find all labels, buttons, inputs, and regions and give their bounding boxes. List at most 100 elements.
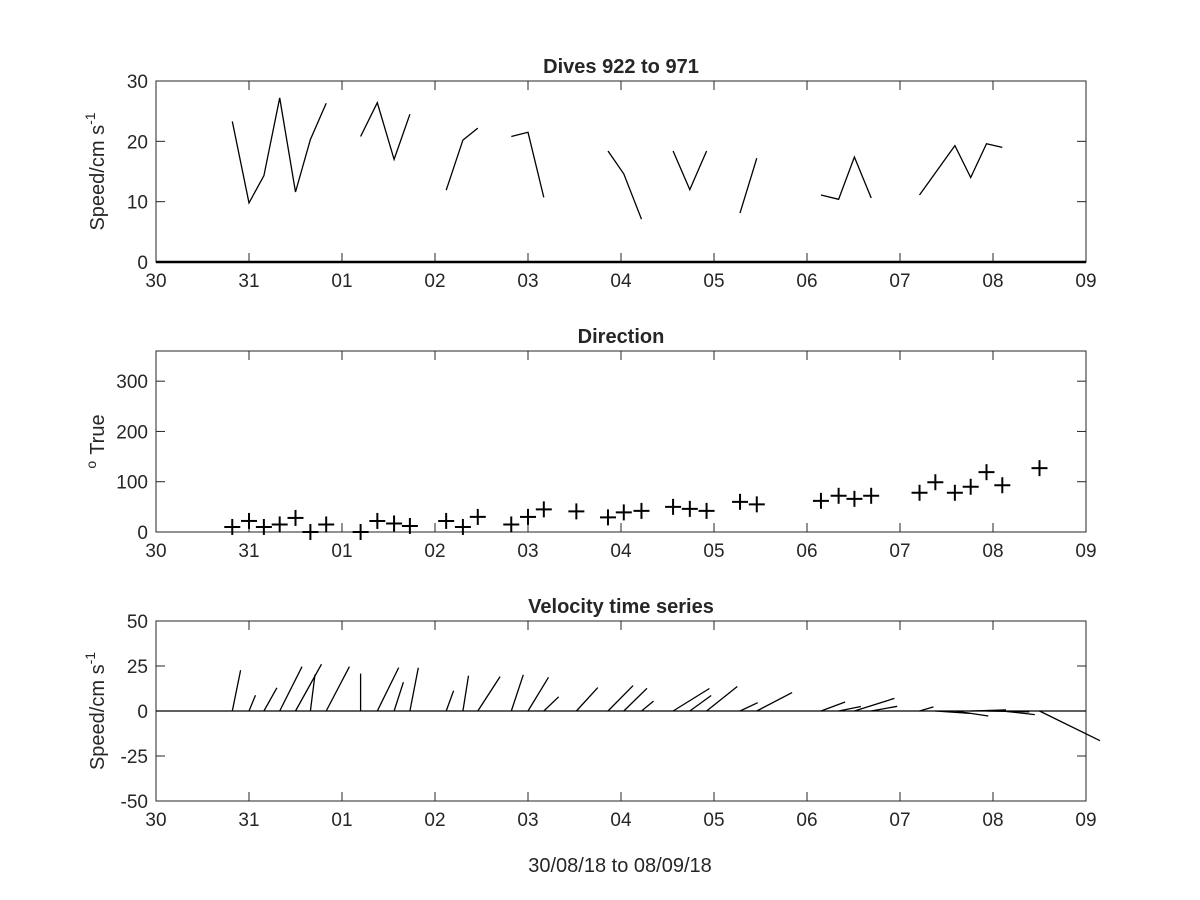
velocity-stick xyxy=(325,666,350,712)
velocity-stick xyxy=(543,696,560,712)
velocity-stick xyxy=(641,700,654,712)
direction-marker xyxy=(255,518,272,535)
velocity-stick xyxy=(477,676,501,712)
x-tick-label: 31 xyxy=(238,271,259,292)
velocity-stick xyxy=(279,666,303,712)
direction-marker xyxy=(830,487,847,504)
y-tick-label: 0 xyxy=(137,523,148,544)
y-tick-label: 25 xyxy=(127,657,148,678)
x-tick-label: 09 xyxy=(1075,541,1096,562)
x-tick-label: 07 xyxy=(889,810,910,831)
velocity-stick xyxy=(263,687,278,712)
speed-series-line xyxy=(511,131,545,198)
x-tick-label: 30 xyxy=(145,810,166,831)
x-tick-label: 03 xyxy=(517,541,538,562)
y-tick-label: 0 xyxy=(137,702,148,723)
x-tick-label: 06 xyxy=(796,271,817,292)
y-tick-label: 50 xyxy=(127,612,148,633)
direction-marker xyxy=(994,477,1011,494)
speed-series-line xyxy=(918,142,1003,196)
y-axis-label-text: Speed/cm s xyxy=(87,664,109,770)
x-tick-label: 07 xyxy=(889,541,910,562)
velocity-stick xyxy=(838,705,862,712)
x-tick-label: 08 xyxy=(982,271,1003,292)
panel-2: Direction 30 31 01 02 03 04 05 06 07 08 09 0 100 200 30… xyxy=(83,326,1097,562)
x-tick-label: 03 xyxy=(517,810,538,831)
y-tick-label: 10 xyxy=(127,193,148,214)
direction-marker xyxy=(271,516,288,533)
y-tick-label: -25 xyxy=(121,747,148,768)
velocity-stick xyxy=(445,690,455,712)
speed-series-line xyxy=(739,158,758,214)
y-axis-label-sup: -1 xyxy=(82,112,98,125)
velocity-stick xyxy=(309,674,316,712)
direction-marker xyxy=(732,493,749,510)
velocity-stick xyxy=(376,667,400,712)
velocity-stick xyxy=(954,710,989,717)
velocity-stick xyxy=(919,706,934,712)
direction-marker xyxy=(352,524,369,540)
speed-series-line xyxy=(607,150,643,220)
x-tick-label: 05 xyxy=(703,271,724,292)
direction-marker xyxy=(568,503,585,520)
speed-series-line xyxy=(672,150,708,192)
y-axis-label: Speed/cm s-1 xyxy=(82,112,109,230)
x-tick-label: 01 xyxy=(331,271,352,292)
panel-1: Dives 922 to 971 30 31 01 02 03 04 05 06 07 08 09 0 1… xyxy=(82,56,1097,292)
direction-marker xyxy=(369,512,386,529)
direction-marker xyxy=(1031,460,1048,477)
direction-marker xyxy=(962,478,979,495)
direction-marker xyxy=(454,518,471,535)
direction-marker xyxy=(535,501,552,518)
y-axis-label-text: Speed/cm s xyxy=(87,125,109,231)
y-tick-label: 30 xyxy=(127,72,148,93)
direction-marker xyxy=(812,492,829,509)
direction-marker xyxy=(863,487,880,504)
velocity-stick xyxy=(231,670,242,712)
velocity-stick xyxy=(820,701,846,712)
velocity-stick xyxy=(527,676,550,712)
direction-marker xyxy=(911,484,928,501)
direction-marker xyxy=(438,512,455,529)
chart-title: Direction xyxy=(578,326,665,348)
x-tick-label: 30 xyxy=(145,541,166,562)
velocity-stick xyxy=(871,705,898,712)
y-tick-label: -50 xyxy=(121,792,148,813)
speed-series-line xyxy=(231,97,327,205)
x-tick-label: 04 xyxy=(610,810,632,831)
x-tick-label: 02 xyxy=(424,810,445,831)
direction-marker xyxy=(698,502,715,519)
x-tick-label: 06 xyxy=(796,810,817,831)
velocity-stick xyxy=(575,687,599,712)
x-tick-label: 05 xyxy=(703,810,724,831)
y-axis-label-prefix: o xyxy=(83,461,99,469)
velocity-stick xyxy=(462,675,470,712)
x-tick-label: 02 xyxy=(424,541,445,562)
velocity-stick xyxy=(854,697,895,712)
x-tick-label: 03 xyxy=(517,271,538,292)
panel-3: Velocity time series 30 31 01 02 03 04 05 06 07 08… xyxy=(82,596,1101,831)
direction-marker xyxy=(287,509,304,526)
x-tick-label: 06 xyxy=(796,541,817,562)
velocity-stick xyxy=(607,685,634,712)
x-tick-label: 09 xyxy=(1075,271,1096,292)
x-tick-label: 30 xyxy=(145,271,166,292)
velocity-stick xyxy=(739,702,758,712)
velocity-stick xyxy=(510,674,524,712)
speed-series-line xyxy=(820,155,872,201)
y-axis-label: Speed/cm s-1 xyxy=(82,652,109,770)
direction-marker xyxy=(748,496,765,513)
direction-marker xyxy=(615,504,632,521)
y-tick-label: 0 xyxy=(137,253,148,274)
x-tick-label: 08 xyxy=(982,810,1003,831)
x-tick-label: 01 xyxy=(331,810,352,831)
velocity-stick xyxy=(409,667,419,712)
y-tick-label: 200 xyxy=(116,422,148,443)
velocity-stick xyxy=(1002,710,1035,716)
direction-marker xyxy=(927,474,944,491)
y-axis-label-text: True xyxy=(87,414,109,454)
y-tick-label: 20 xyxy=(127,132,148,153)
speed-series-line xyxy=(445,127,479,191)
